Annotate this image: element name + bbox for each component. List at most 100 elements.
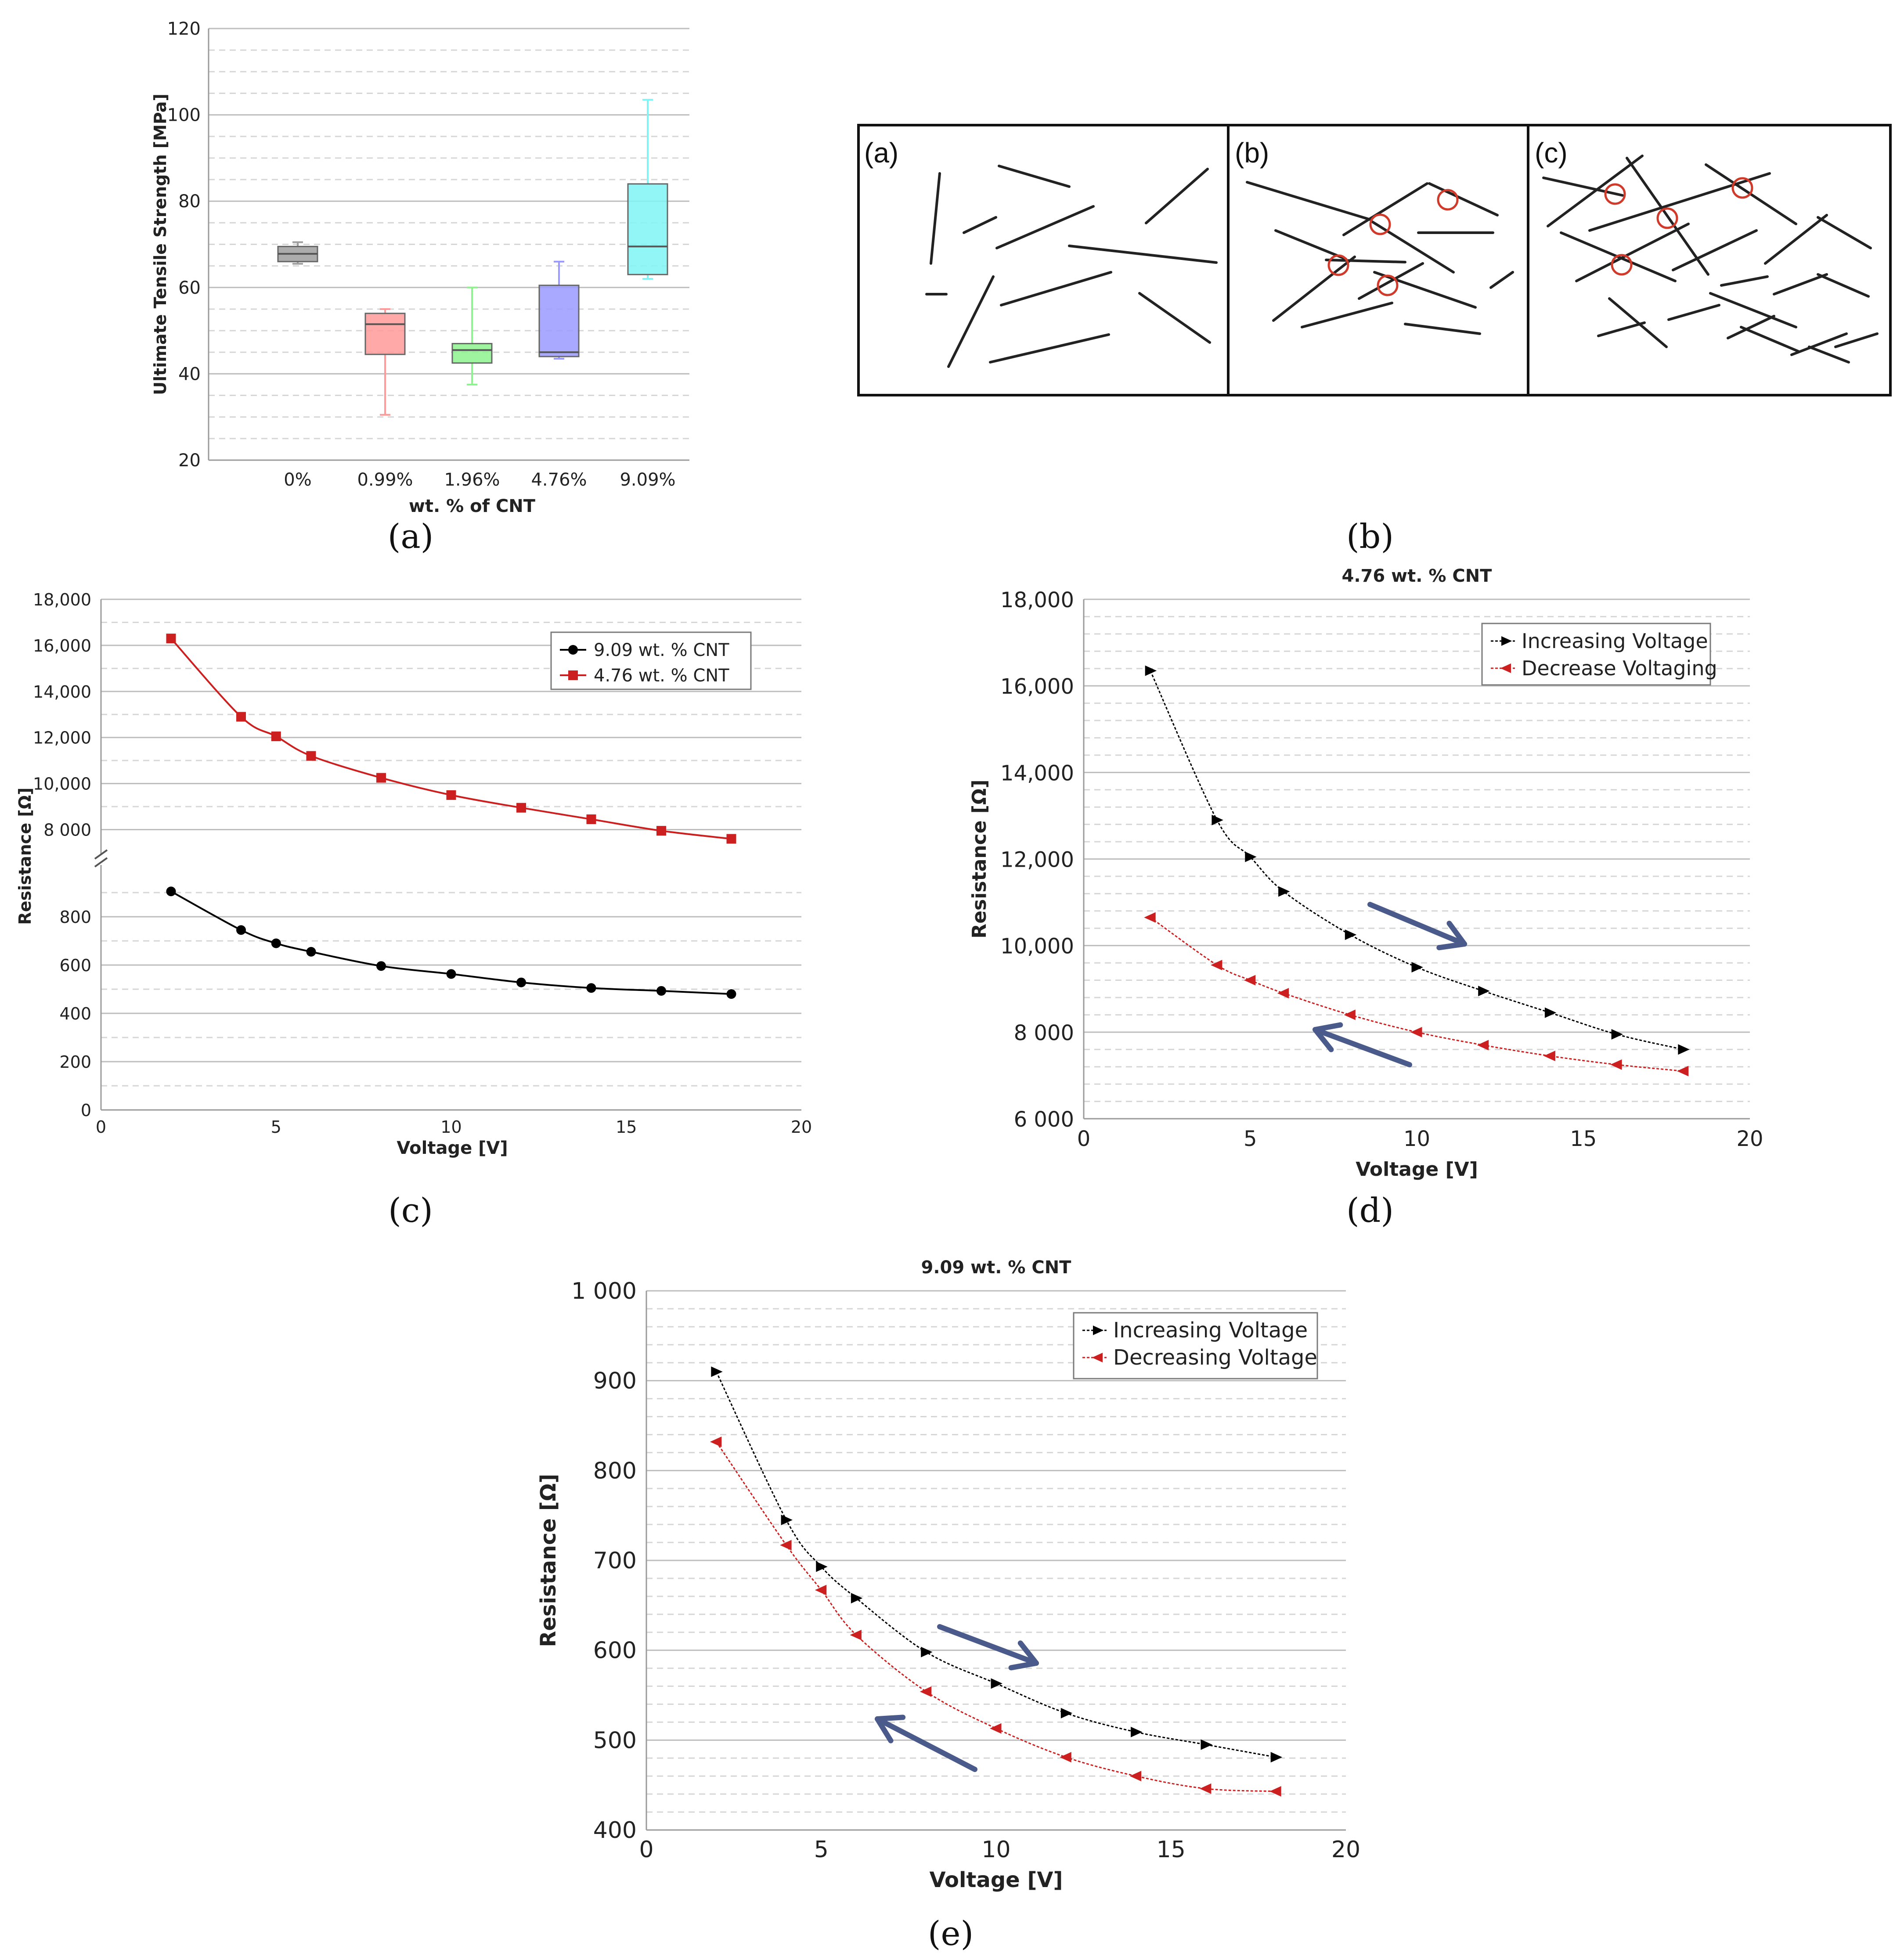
data-point: [1477, 1040, 1489, 1051]
series-line: [715, 1371, 1276, 1758]
y-tick-label: 120: [167, 19, 201, 39]
data-point: [1344, 1009, 1356, 1020]
x-tick-label: 10: [1403, 1127, 1430, 1151]
series-Increasing Voltage: [711, 1366, 1283, 1763]
percolation-schematic: (a) (b) (c): [857, 124, 1892, 396]
y-tick-label: 16,000: [1000, 674, 1074, 699]
cnt-fiber: [1371, 220, 1455, 274]
data-point: [586, 814, 596, 824]
cnt-fiber: [989, 333, 1110, 364]
data-point: [516, 803, 526, 813]
data-point: [1543, 1051, 1555, 1062]
series-Decrease Voltaging: [1144, 912, 1689, 1077]
x-tick-label: 15: [1157, 1837, 1186, 1863]
x-tick-label: 0: [96, 1117, 106, 1137]
cnt-fiber: [1720, 275, 1769, 287]
data-point: [1200, 1783, 1212, 1794]
y-tick-label: 10,000: [1000, 934, 1074, 959]
direction-arrow-head: [875, 1715, 906, 1743]
y-tick-label: 40: [178, 364, 201, 384]
caption-a: (a): [388, 517, 434, 556]
data-point: [850, 1629, 862, 1640]
junction-marker: [1437, 189, 1459, 211]
x-tick-label: 0.99%: [357, 470, 413, 490]
caption-b: (b): [1346, 517, 1394, 556]
cnt-fiber: [1575, 223, 1690, 282]
y-tick-label: 12,000: [1000, 848, 1074, 872]
cnt-fiber: [1000, 271, 1112, 306]
schematic-label-a: (a): [864, 137, 898, 169]
caption-d: (d): [1346, 1191, 1394, 1230]
data-point: [516, 977, 526, 987]
y-tick-label: 400: [59, 1004, 91, 1023]
legend: Increasing Voltage Decrease Voltaging: [1481, 623, 1717, 686]
x-tick-label: 5: [814, 1837, 829, 1863]
data-point: [446, 969, 456, 979]
data-point: [1500, 663, 1511, 673]
cnt-fiber: [1817, 216, 1872, 249]
data-point: [1129, 1771, 1142, 1782]
cnt-fiber: [1773, 273, 1828, 295]
chart-title: 9.09 wt. % CNT: [921, 1257, 1072, 1278]
x-tick-label: 9.09%: [620, 470, 675, 490]
data-point: [781, 1514, 793, 1525]
cnt-fiber: [1667, 304, 1720, 321]
junction-marker: [1369, 213, 1391, 235]
cnt-fiber: [1274, 229, 1347, 260]
data-point: [271, 938, 281, 948]
cnt-fiber: [1597, 321, 1646, 337]
x-tick-label: 15: [616, 1117, 637, 1137]
x-tick-label: 1.96%: [444, 470, 500, 490]
y-tick-label: 700: [593, 1548, 637, 1574]
data-point: [656, 826, 666, 836]
data-point: [1277, 988, 1289, 999]
cnt-fiber: [1626, 157, 1709, 276]
x-tick-label: 15: [1570, 1127, 1597, 1151]
x-tick-label: 20: [1736, 1127, 1763, 1151]
legend-label: Decreasing Voltage: [1113, 1345, 1317, 1370]
y-tick-label: 14,000: [1000, 761, 1074, 785]
data-point: [1269, 1786, 1281, 1797]
schematic-frame: [857, 124, 1892, 396]
caption-e: (e): [928, 1914, 974, 1953]
data-point: [1131, 1726, 1143, 1737]
junction-marker: [1611, 254, 1633, 276]
data-point: [710, 1436, 722, 1447]
cnt-fiber: [1709, 292, 1797, 328]
cnt-fiber: [995, 205, 1095, 249]
data-point: [816, 1561, 828, 1572]
y-tick-label: 6 000: [1014, 1107, 1074, 1132]
y-tick-label: 100: [167, 105, 201, 126]
legend-label: 9.09 wt. % CNT: [594, 640, 729, 660]
x-tick-label: 0%: [284, 470, 311, 490]
junction-marker: [1377, 274, 1399, 296]
y-tick-label: 18,000: [1000, 588, 1074, 612]
y-tick-label: 800: [593, 1458, 637, 1484]
cnt-fiber: [1272, 256, 1356, 322]
direction-arrow-head: [1313, 1022, 1343, 1052]
x-axis-label: wt. % of CNT: [409, 496, 536, 516]
data-point: [1411, 962, 1423, 973]
y-axis-label: Resistance [Ω]: [536, 1473, 561, 1647]
y-tick-label: 800: [59, 908, 91, 927]
y-tick-label: 10,000: [33, 774, 91, 794]
legend-box: [1073, 1312, 1318, 1380]
data-point: [1544, 1007, 1557, 1018]
cnt-fiber: [1138, 292, 1211, 344]
junction-marker: [1656, 207, 1678, 229]
y-tick-label: 60: [178, 278, 201, 298]
x-tick-label: 10: [981, 1837, 1010, 1863]
cnt-fiber: [1301, 302, 1393, 328]
data-point: [1093, 1326, 1104, 1335]
data-point: [236, 925, 246, 935]
axis-break-mark: [94, 849, 108, 860]
cnt-fiber: [1428, 182, 1499, 216]
data-point: [1677, 1066, 1689, 1077]
cnt-fiber: [1834, 332, 1879, 348]
cnt-fiber: [930, 172, 941, 265]
legend-label: 4.76 wt. % CNT: [594, 666, 729, 686]
legend-label: Increasing Voltage: [1113, 1318, 1308, 1343]
y-tick-label: 200: [59, 1052, 91, 1072]
x-tick-label: 0: [1077, 1127, 1091, 1151]
